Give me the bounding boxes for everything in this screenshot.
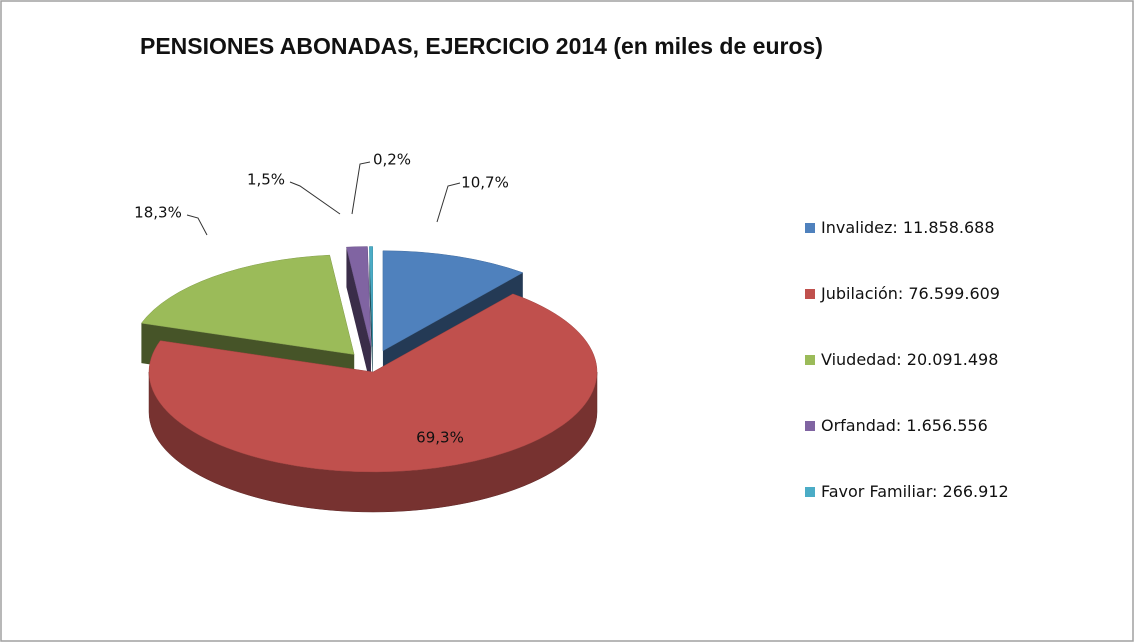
legend-value: 1.656.556	[906, 416, 987, 435]
slice	[140, 254, 355, 355]
legend-name: Jubilación	[820, 284, 898, 303]
pie-tops	[140, 246, 598, 473]
legend-label: Orfandad: 1.656.556	[821, 416, 988, 435]
leader-line	[289, 181, 341, 215]
legend-name: Favor Familiar	[821, 482, 933, 501]
labels: 10,7% 69,3% 18,3% 1,5% 0,2%	[134, 151, 509, 447]
data-label: 0,2%	[373, 151, 411, 169]
legend-separator: :	[896, 350, 906, 369]
chart-title: PENSIONES ABONADAS, EJERCICIO 2014 (en m…	[140, 33, 823, 59]
legend-value: 76.599.609	[908, 284, 1000, 303]
legend-swatch	[805, 355, 815, 365]
data-label: 18,3%	[134, 204, 182, 222]
data-label: 1,5%	[247, 171, 285, 189]
leader-line	[436, 182, 461, 223]
slice	[148, 293, 598, 473]
legend-swatch	[805, 223, 815, 233]
legend-separator: :	[892, 218, 902, 237]
legend-separator: :	[896, 416, 906, 435]
legend-value: 266.912	[943, 482, 1009, 501]
legend-value: 11.858.688	[903, 218, 995, 237]
legend-separator: :	[898, 284, 908, 303]
legend-swatch	[805, 421, 815, 431]
legend-label: Jubilación: 76.599.609	[820, 284, 1000, 303]
legend-label: Viudedad: 20.091.498	[821, 350, 998, 369]
legend-name: Viudedad	[821, 350, 896, 369]
legend-swatch	[805, 487, 815, 497]
legend-value: 20.091.498	[907, 350, 999, 369]
legend: Invalidez: 11.858.688 Jubilación: 76.599.…	[805, 218, 1009, 501]
slice	[382, 250, 524, 352]
legend-name: Invalidez	[821, 218, 892, 237]
legend-name: Orfandad	[821, 416, 896, 435]
data-label: 10,7%	[461, 174, 509, 192]
legend-label: Invalidez: 11.858.688	[821, 218, 995, 237]
legend-swatch	[805, 289, 815, 299]
leader-line	[186, 214, 208, 236]
slice	[346, 246, 372, 347]
legend-separator: :	[932, 482, 942, 501]
slice-wall	[346, 247, 371, 387]
legend-label: Favor Familiar: 266.912	[821, 482, 1009, 501]
leader-line	[351, 161, 371, 215]
data-label: 69,3%	[416, 429, 464, 447]
slice-wall	[369, 246, 373, 387]
slice	[369, 246, 373, 347]
